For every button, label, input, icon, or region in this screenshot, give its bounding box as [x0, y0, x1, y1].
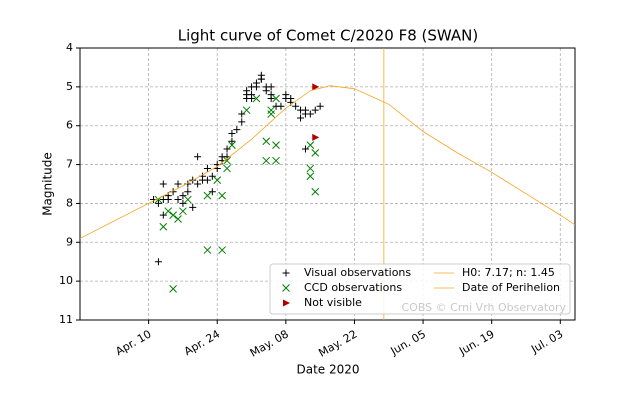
visual-point: [252, 79, 260, 87]
visual-point: [203, 164, 211, 172]
visual-point: [159, 211, 167, 219]
ccd-point: [252, 94, 261, 103]
model-curve: [80, 85, 575, 239]
visual-point: [306, 110, 314, 118]
y-tick-label: 8: [66, 196, 73, 209]
legend-marker: [282, 284, 290, 292]
chart-title: Light curve of Comet C/2020 F8 (SWAN): [178, 27, 479, 45]
visual-point: [179, 192, 187, 200]
visual-point: [267, 95, 275, 103]
ccd-point: [169, 211, 177, 219]
visual-point: [228, 129, 236, 137]
ccd-point: [306, 164, 315, 173]
ccd-point: [267, 106, 275, 115]
visual-point: [301, 106, 309, 114]
visual-point: [154, 258, 162, 266]
ccd-point: [164, 207, 173, 216]
visual-point: [228, 137, 236, 145]
ccd-point: [262, 156, 271, 165]
visual-point: [203, 176, 211, 184]
ccd-point: [169, 285, 177, 293]
legend-marker: [283, 299, 290, 307]
ccd-point: [272, 141, 280, 149]
ccd-point: [311, 149, 320, 157]
ccd-point: [267, 110, 275, 118]
ccd-point: [174, 215, 182, 223]
legend-label: Not visible: [304, 296, 362, 309]
visual-point: [174, 180, 182, 188]
visual-point: [179, 199, 187, 207]
visual-point: [257, 75, 265, 83]
x-axis-label: Date 2020: [296, 363, 359, 377]
ccd-point: [213, 176, 222, 184]
visual-point: [301, 145, 309, 153]
legend-box: [269, 263, 571, 315]
visual-point: [194, 153, 202, 161]
ccd-point: [179, 207, 187, 216]
ccd-point: [203, 191, 212, 200]
visual-point: [233, 126, 241, 134]
visual-point: [184, 188, 192, 196]
visual-point: [238, 118, 246, 126]
ccd-point: [159, 222, 168, 231]
visual-point: [277, 102, 285, 110]
y-tick-label: 6: [66, 119, 73, 132]
visual-point: [316, 102, 324, 110]
legend-label: Visual observations: [304, 266, 411, 279]
visual-point: [154, 199, 162, 207]
visual-point: [194, 180, 202, 188]
ccd-point: [223, 164, 231, 173]
y-tick-label: 9: [66, 235, 73, 248]
visual-point: [223, 145, 231, 153]
visual-point: [174, 196, 182, 204]
visual-point: [248, 91, 256, 99]
visual-point: [208, 172, 216, 180]
ccd-point: [242, 106, 251, 115]
ccd-point: [203, 246, 212, 254]
ccd-point: [272, 94, 280, 103]
ccd-point: [218, 191, 226, 200]
visual-point: [282, 91, 290, 99]
ccd-point: [223, 156, 231, 165]
visual-point: [297, 114, 305, 122]
ccd-point: [183, 195, 192, 204]
y-tick-label: 5: [66, 80, 73, 93]
y-tick-label: 11: [59, 313, 73, 326]
ccd-point: [306, 141, 315, 149]
visual-point: [292, 102, 300, 110]
not-visible-point: [312, 83, 320, 91]
visual-point: [159, 180, 167, 188]
ccd-point: [272, 156, 280, 165]
watermark: COBS © Crni Vrh Observatory: [401, 301, 566, 314]
visual-point: [238, 110, 246, 118]
visual-point: [189, 203, 197, 211]
ccd-point: [311, 187, 320, 196]
ccd-point: [306, 172, 315, 181]
not-visible-point: [312, 133, 320, 141]
ccd-point: [218, 246, 226, 254]
legend-marker: [282, 269, 290, 277]
y-tick-label: 4: [66, 41, 73, 54]
visual-point: [243, 87, 251, 95]
legend-label: H0: 7.17; n: 1.45: [462, 266, 555, 279]
y-tick-label: 10: [59, 274, 73, 287]
visual-point: [267, 83, 275, 91]
y-axis-label: Magnitude: [41, 152, 55, 216]
legend-label: CCD observations: [304, 281, 402, 294]
legend-label: Date of Perihelion: [462, 281, 560, 294]
plot-frame: [79, 47, 576, 321]
visual-point: [311, 106, 319, 114]
legend: Visual observations CCD observations Not v…: [269, 263, 571, 315]
y-tick-label: 7: [66, 158, 73, 171]
ccd-point: [262, 137, 271, 146]
visual-point: [208, 188, 216, 196]
ccd-point: [228, 141, 236, 149]
